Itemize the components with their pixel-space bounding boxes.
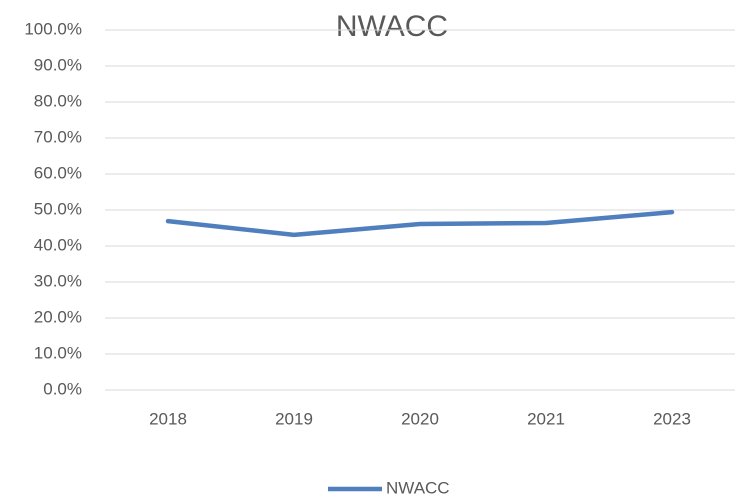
y-tick-label: 10.0% — [34, 343, 82, 362]
y-tick-label: 50.0% — [34, 199, 82, 218]
series-line — [165, 209, 675, 238]
legend-label: NWACC — [386, 478, 450, 497]
y-tick-label: 0.0% — [43, 379, 82, 398]
y-tick-label: 40.0% — [34, 235, 82, 254]
y-tick-label: 80.0% — [34, 91, 82, 110]
y-tick-label: 20.0% — [34, 307, 82, 326]
x-tick-label: 2018 — [149, 409, 187, 428]
y-tick-label: 70.0% — [34, 127, 82, 146]
y-tick-label: 30.0% — [34, 271, 82, 290]
x-tick-label: 2020 — [401, 409, 439, 428]
chart-title: NWACC — [336, 10, 448, 43]
y-tick-label: 90.0% — [34, 55, 82, 74]
y-tick-label: 100.0% — [24, 19, 82, 38]
x-tick-label: 2019 — [275, 409, 313, 428]
y-tick-label: 60.0% — [34, 163, 82, 182]
x-tick-label: 2023 — [653, 409, 691, 428]
x-tick-label: 2021 — [527, 409, 565, 428]
